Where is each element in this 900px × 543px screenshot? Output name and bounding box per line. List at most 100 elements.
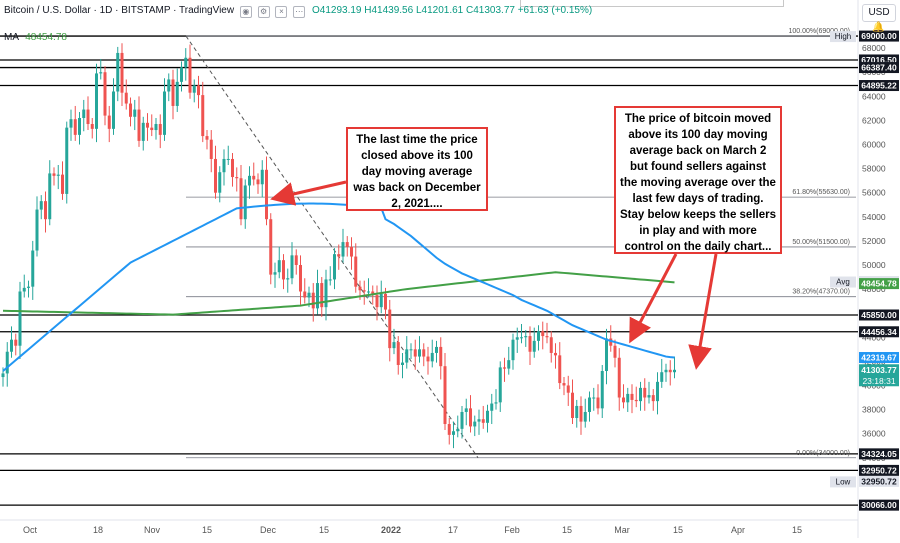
candle-body xyxy=(44,201,47,220)
candle-body xyxy=(282,260,285,280)
x-tick-label: Oct xyxy=(23,525,38,535)
candle-body xyxy=(120,52,124,93)
candle-body xyxy=(401,362,404,365)
candle-body xyxy=(596,397,600,409)
candle-body xyxy=(10,339,13,352)
candle-body xyxy=(52,173,56,176)
price-label: 64895.22 xyxy=(861,81,897,91)
x-tick-label: 17 xyxy=(448,525,458,535)
candle-body xyxy=(333,254,336,280)
candle-body xyxy=(303,291,307,298)
y-tick-label: 56000 xyxy=(862,188,886,198)
eye-icon[interactable]: ◉ xyxy=(239,6,252,18)
candle-body xyxy=(324,279,328,308)
candle-body xyxy=(430,352,434,362)
candle-body xyxy=(167,79,171,92)
price-label-header-bg xyxy=(830,276,856,288)
price-label: 34324.05 xyxy=(861,449,897,459)
y-tick-label: 38000 xyxy=(862,405,886,415)
close-icon[interactable]: × xyxy=(275,6,288,18)
x-tick-label: 15 xyxy=(202,525,212,535)
candle-body xyxy=(477,419,481,422)
price-label-bg xyxy=(859,464,899,476)
candle-body xyxy=(180,67,183,82)
candle-body xyxy=(320,283,324,308)
candle-body xyxy=(524,336,528,338)
candle-body xyxy=(69,119,73,128)
candle-body xyxy=(452,431,455,435)
y-tick-label: 60000 xyxy=(862,140,886,150)
currency-button[interactable]: USD xyxy=(862,4,896,22)
trend-line xyxy=(185,35,479,459)
candle-body xyxy=(328,279,332,281)
candle-body xyxy=(460,411,464,429)
more-icon[interactable]: ⋯ xyxy=(293,6,306,18)
candle-body xyxy=(27,286,30,288)
candle-body xyxy=(426,356,430,362)
candle-body xyxy=(277,260,281,273)
price-label-bg xyxy=(859,475,899,487)
candle-body xyxy=(528,336,532,352)
x-tick-label: Apr xyxy=(731,525,745,535)
ma-label: MA xyxy=(4,32,19,43)
candle-body xyxy=(486,410,489,423)
price-label: 32950.72 xyxy=(861,465,897,475)
candle-body xyxy=(99,72,103,74)
candle-body xyxy=(464,408,468,412)
candle-body xyxy=(622,397,625,403)
candle-body xyxy=(235,177,239,179)
candle-body xyxy=(5,351,9,374)
x-tick-label: 15 xyxy=(319,525,329,535)
price-label-header-bg xyxy=(830,31,856,43)
y-tick-label: 68000 xyxy=(862,43,886,53)
candle-body xyxy=(197,85,200,96)
countdown-label: 23:18:31 xyxy=(862,376,895,386)
candle-body xyxy=(413,349,417,357)
candle-body xyxy=(86,109,90,125)
candle-body xyxy=(409,349,413,351)
candle-body xyxy=(379,293,383,308)
price-label-bg xyxy=(859,448,899,460)
annotation-arrow xyxy=(629,253,678,344)
candle-body xyxy=(639,387,642,402)
candle-body xyxy=(605,338,608,372)
candle-body xyxy=(260,169,264,185)
candle-body xyxy=(116,52,120,92)
candle-body xyxy=(107,115,111,129)
candle-body xyxy=(481,419,485,423)
candle-body xyxy=(490,403,494,411)
price-label-bg xyxy=(859,30,899,42)
price-label: 66387.40 xyxy=(861,63,897,73)
candle-body xyxy=(600,371,604,409)
price-label-bg xyxy=(859,278,899,290)
candle-body xyxy=(56,174,60,176)
price-label: 30066.00 xyxy=(861,500,897,510)
candle-body xyxy=(256,179,260,185)
candle-body xyxy=(290,255,294,279)
price-label-header: Low xyxy=(836,477,851,486)
candle-body xyxy=(103,72,107,116)
candle-body xyxy=(447,424,451,435)
candle-body xyxy=(575,405,579,418)
candle-body xyxy=(31,250,35,287)
fib-level-label: 50.00%(51500.00) xyxy=(792,239,850,246)
x-tick-label: Nov xyxy=(144,525,161,535)
candle-body xyxy=(171,79,175,106)
price-label: 42319.67 xyxy=(861,353,897,363)
bell-icon[interactable]: 🔔 xyxy=(872,22,885,33)
candle-body xyxy=(239,178,243,220)
candle-body xyxy=(201,95,205,137)
settings-icon[interactable]: ⚙ xyxy=(257,6,270,18)
candle-body xyxy=(158,124,162,135)
candle-body xyxy=(494,402,498,404)
price-label-header-bg xyxy=(830,476,856,488)
y-tick-label: 50000 xyxy=(862,260,886,270)
candle-body xyxy=(18,291,22,346)
symbol-legend: Bitcoin / U.S. Dollar · 1D · BITSTAMP · … xyxy=(4,4,592,18)
price-label-bg xyxy=(859,499,899,511)
candle-body xyxy=(443,366,447,425)
candle-body xyxy=(209,139,213,159)
candle-body xyxy=(22,287,26,292)
